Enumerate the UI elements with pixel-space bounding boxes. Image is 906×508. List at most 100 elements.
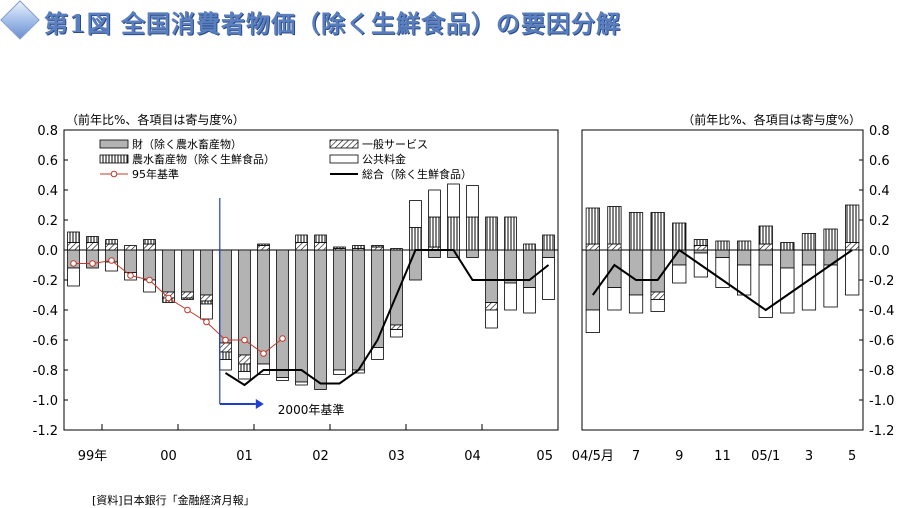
bar-segment bbox=[737, 240, 752, 251]
y-tick-label: -0.2 bbox=[33, 274, 58, 289]
bar-segment bbox=[181, 291, 194, 299]
y-tick-label: 0.2 bbox=[869, 214, 890, 229]
bar-segment bbox=[523, 249, 536, 288]
chart-area: 0.8 0.6 0.4 0.2 0.0 -0.2 -0.4 -0.6 -0.8 -1.0 -1.2 （… bbox=[33, 112, 895, 464]
bar-segment bbox=[504, 249, 517, 284]
line-95-marker bbox=[165, 294, 172, 302]
bar-segment bbox=[672, 222, 687, 251]
bar-segment bbox=[295, 242, 308, 251]
bar-segment bbox=[758, 225, 773, 245]
bar-segment bbox=[314, 234, 327, 243]
left-chart: 0.8 0.6 0.4 0.2 0.0 -0.2 -0.4 -0.6 -0.8 -1.0 -1.2 （… bbox=[33, 112, 559, 464]
bar-segment bbox=[67, 231, 80, 243]
bar-segment bbox=[105, 243, 118, 251]
bar-segment bbox=[672, 264, 687, 284]
x-tick-label: 01 bbox=[236, 449, 253, 464]
bar-segment bbox=[523, 287, 536, 314]
bar-segment bbox=[715, 257, 730, 288]
line-95-marker bbox=[89, 260, 96, 267]
bar-segment bbox=[466, 216, 479, 251]
bar-segment bbox=[200, 303, 213, 320]
y-tick-label: 0.4 bbox=[37, 184, 58, 199]
legend-swatch bbox=[329, 154, 359, 164]
bar-segment bbox=[371, 347, 384, 360]
x-tick-label: 02 bbox=[312, 449, 329, 464]
bar-segment bbox=[428, 249, 441, 258]
y-tick-label: -0.4 bbox=[869, 304, 894, 319]
y-tick-label: -1.0 bbox=[33, 394, 58, 409]
y-axis-label: （前年比%、各項目は寄与度%） bbox=[66, 112, 245, 127]
y-tick-label: -0.2 bbox=[869, 274, 894, 289]
x-tick-label: 00 bbox=[160, 449, 177, 464]
bar-segment bbox=[715, 240, 730, 251]
bar-segment bbox=[650, 299, 665, 312]
bar-segment bbox=[295, 381, 308, 386]
bar-segment bbox=[485, 309, 498, 329]
x-tick-label: 05 bbox=[536, 449, 553, 464]
bar-segment bbox=[466, 185, 479, 218]
line-95-marker bbox=[222, 336, 229, 344]
bar-segment bbox=[715, 249, 730, 258]
bar-segment bbox=[845, 242, 860, 251]
bar-segment bbox=[466, 249, 479, 258]
bar-segment bbox=[523, 243, 536, 251]
x-tick-label: 05/1 bbox=[751, 449, 780, 464]
bar-segment bbox=[504, 216, 517, 251]
bar-segment bbox=[219, 351, 232, 360]
bar-segment bbox=[295, 249, 308, 383]
bar-segment bbox=[650, 291, 665, 300]
bar-segment bbox=[143, 249, 156, 281]
y-tick-label: -0.8 bbox=[33, 364, 58, 379]
legend-swatch bbox=[99, 139, 129, 149]
line-95-marker bbox=[108, 257, 115, 264]
bar-segment bbox=[238, 371, 251, 380]
line-total bbox=[224, 249, 550, 387]
x-tick-label: 99年 bbox=[78, 449, 108, 464]
bar-segment bbox=[607, 287, 622, 311]
bar-segment bbox=[390, 324, 403, 330]
line-95 bbox=[73, 259, 283, 355]
bar-segment bbox=[845, 204, 860, 243]
bar-segment bbox=[823, 264, 838, 308]
bar-segment bbox=[314, 249, 327, 390]
bar-segment bbox=[607, 206, 622, 245]
bar-segment bbox=[105, 239, 118, 245]
bar-segment bbox=[780, 249, 795, 269]
legend-marker bbox=[110, 170, 118, 178]
bar-segment bbox=[823, 228, 838, 251]
bar-segment bbox=[780, 267, 795, 314]
bar-segment bbox=[801, 233, 817, 251]
line-95-marker bbox=[184, 306, 191, 314]
y-tick-label: 0.8 bbox=[869, 124, 890, 139]
bar-segment bbox=[333, 249, 346, 371]
bar-segment bbox=[181, 249, 194, 293]
bar-segment bbox=[67, 242, 80, 251]
bar-segment bbox=[143, 239, 156, 245]
bar-segment bbox=[485, 216, 498, 251]
bar-segment bbox=[352, 245, 365, 249]
bar-segment bbox=[371, 246, 384, 251]
legend-label: 農水畜産物（除く生鮮食品） bbox=[132, 152, 275, 166]
bar-segment bbox=[295, 234, 308, 243]
source-note: [資料]日本銀行「金融経済月報」 bbox=[92, 494, 255, 507]
bar-segment bbox=[352, 249, 365, 371]
y-tick-label: -0.8 bbox=[869, 364, 894, 379]
bar-segment bbox=[585, 309, 600, 333]
bar-segment bbox=[693, 245, 708, 251]
y-tick-label: -1.0 bbox=[869, 394, 894, 409]
bar-segment bbox=[758, 264, 773, 318]
bar-segment bbox=[542, 257, 555, 300]
bar-segment bbox=[801, 264, 817, 311]
y-tick-label: 0.0 bbox=[869, 244, 890, 259]
line-95-marker bbox=[70, 260, 77, 267]
bar-segment bbox=[585, 207, 600, 245]
bar-segment bbox=[238, 363, 251, 372]
bar-segment bbox=[758, 243, 773, 251]
bar-segment bbox=[124, 249, 137, 273]
bar-segment bbox=[200, 300, 213, 305]
bar-segment bbox=[628, 294, 644, 314]
legend-label: 総合（除く生鮮食品） bbox=[362, 167, 472, 181]
bar-segment bbox=[162, 249, 175, 293]
bar-segment bbox=[314, 242, 327, 251]
